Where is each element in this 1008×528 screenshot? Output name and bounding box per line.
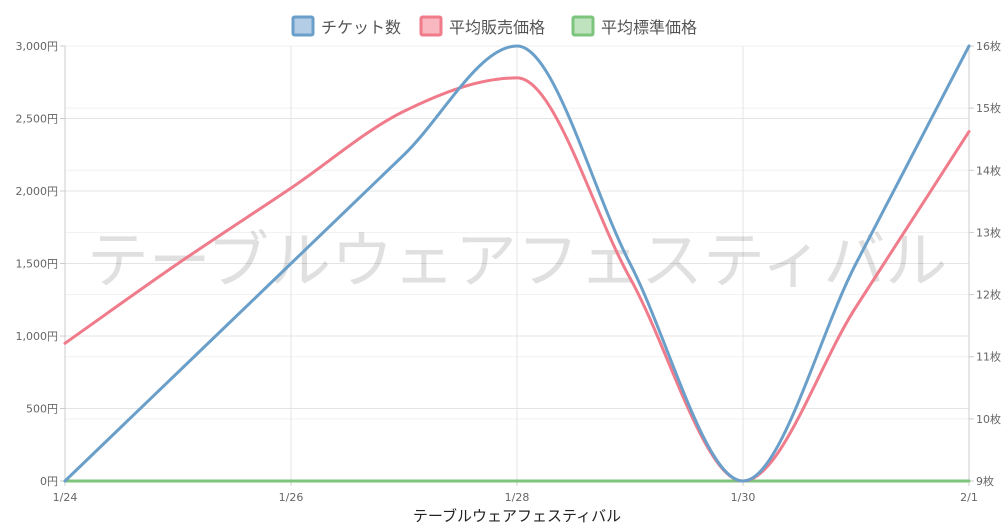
series-lines [63, 44, 971, 483]
y-left-tick-label: 2,000円 [16, 185, 59, 198]
y-right-tick-label: 9枚 [976, 474, 994, 488]
grid [64, 45, 970, 482]
y-right-tick-label: 11枚 [976, 350, 1001, 364]
y-left-tick-label: 1,500円 [16, 258, 59, 271]
y-left-tick-label: 0円 [40, 475, 58, 488]
x-tick-label: 1/24 [53, 491, 78, 504]
x-axis-title: テーブルウェアフェスティバル [413, 507, 621, 524]
watermark: テーブルウェアフェスティバル [87, 224, 948, 297]
y-left-tick-label: 3,000円 [16, 40, 59, 53]
legend-label: 平均販売価格 [449, 18, 545, 37]
legend-item-ticket-count[interactable]: チケット数 [291, 15, 401, 37]
legend-label: 平均標準価格 [601, 18, 697, 37]
y-right-tick-label: 13枚 [976, 225, 1001, 239]
x-tick-label: 1/28 [505, 491, 530, 504]
legend-swatch [571, 15, 595, 37]
y-right-tick-label: 15枚 [976, 101, 1001, 115]
legend-swatch [291, 15, 315, 37]
y-right-tick-label: 16枚 [976, 39, 1001, 53]
axes: 0円 500円 1,000円 1,500円 2,000円 2,500円 3,000円 9枚 10… [16, 39, 1002, 504]
x-tick-label: 2/1 [960, 491, 978, 504]
y-right-tick-label: 12枚 [976, 288, 1001, 302]
legend-label: チケット数 [321, 18, 401, 37]
y-left-tick-label: 1,000円 [16, 330, 59, 343]
series-line-avg-sale-price [63, 76, 971, 483]
series-line-ticket-count [63, 44, 971, 483]
y-left-tick-label: 500円 [26, 403, 58, 416]
y-left-tick-label: 2,500円 [16, 113, 59, 126]
legend-swatch [419, 15, 443, 37]
legend-item-avg-sale-price[interactable]: 平均販売価格 [419, 15, 545, 37]
x-tick-label: 1/26 [279, 491, 304, 504]
legend[interactable]: チケット数 平均販売価格 平均標準価格 [291, 15, 697, 37]
y-right-tick-label: 14枚 [976, 163, 1001, 177]
legend-item-avg-standard-price[interactable]: 平均標準価格 [571, 15, 697, 37]
y-right-tick-label: 10枚 [976, 412, 1001, 426]
x-tick-label: 1/30 [731, 491, 756, 504]
